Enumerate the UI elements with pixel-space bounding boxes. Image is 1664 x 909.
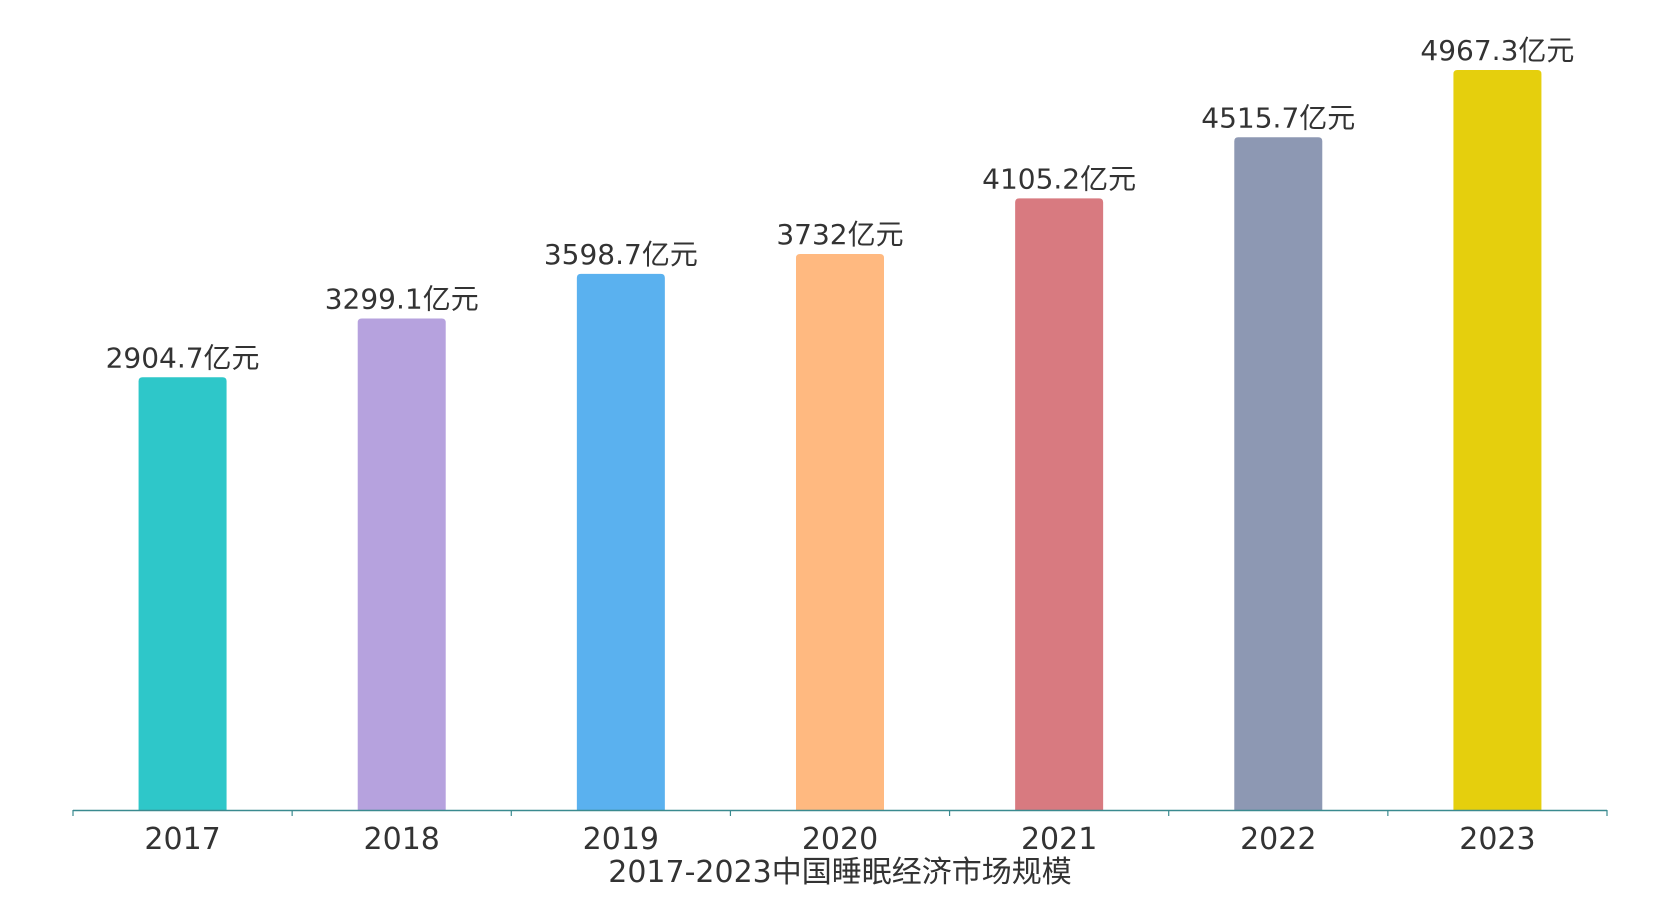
x-tick-label-2021: 2021 — [1021, 822, 1097, 857]
data-label-2019: 3598.7亿元 — [544, 238, 698, 271]
bar-2019[interactable] — [576, 273, 665, 810]
x-tick-label-2023: 2023 — [1459, 822, 1535, 857]
x-tick-label-2020: 2020 — [802, 822, 878, 857]
value-labels-group: 2904.7亿元 3299.1亿元 3598.7亿元 3732亿元 4105.2亿元 45… — [106, 34, 1575, 374]
data-label-2017: 2904.7亿元 — [106, 341, 260, 374]
bars-group — [138, 70, 1542, 811]
data-label-2022: 4515.7亿元 — [1201, 101, 1355, 134]
data-label-2021: 4105.2亿元 — [982, 162, 1136, 195]
bar-2017[interactable] — [138, 377, 227, 810]
x-axis-tick-labels-group: 2017 2018 2019 2020 2021 2022 2023 — [144, 822, 1535, 857]
data-label-2018: 3299.1亿元 — [325, 283, 479, 316]
x-tick-label-2022: 2022 — [1240, 822, 1316, 857]
x-axis-title: 2017-2023中国睡眠经济市场规模 — [608, 855, 1072, 890]
bar-2021[interactable] — [1015, 198, 1104, 811]
data-label-2020: 3732亿元 — [776, 218, 903, 251]
x-tick-label-2018: 2018 — [364, 822, 440, 857]
bar-2022[interactable] — [1234, 137, 1323, 810]
bar-2023[interactable] — [1453, 70, 1542, 810]
data-label-2023: 4967.3亿元 — [1420, 34, 1574, 67]
x-axis-ticks-group — [72, 810, 1608, 816]
bar-2020[interactable] — [796, 254, 884, 810]
bar-2018[interactable] — [357, 318, 446, 810]
x-tick-label-2019: 2019 — [583, 822, 659, 857]
x-tick-label-2017: 2017 — [144, 822, 220, 857]
